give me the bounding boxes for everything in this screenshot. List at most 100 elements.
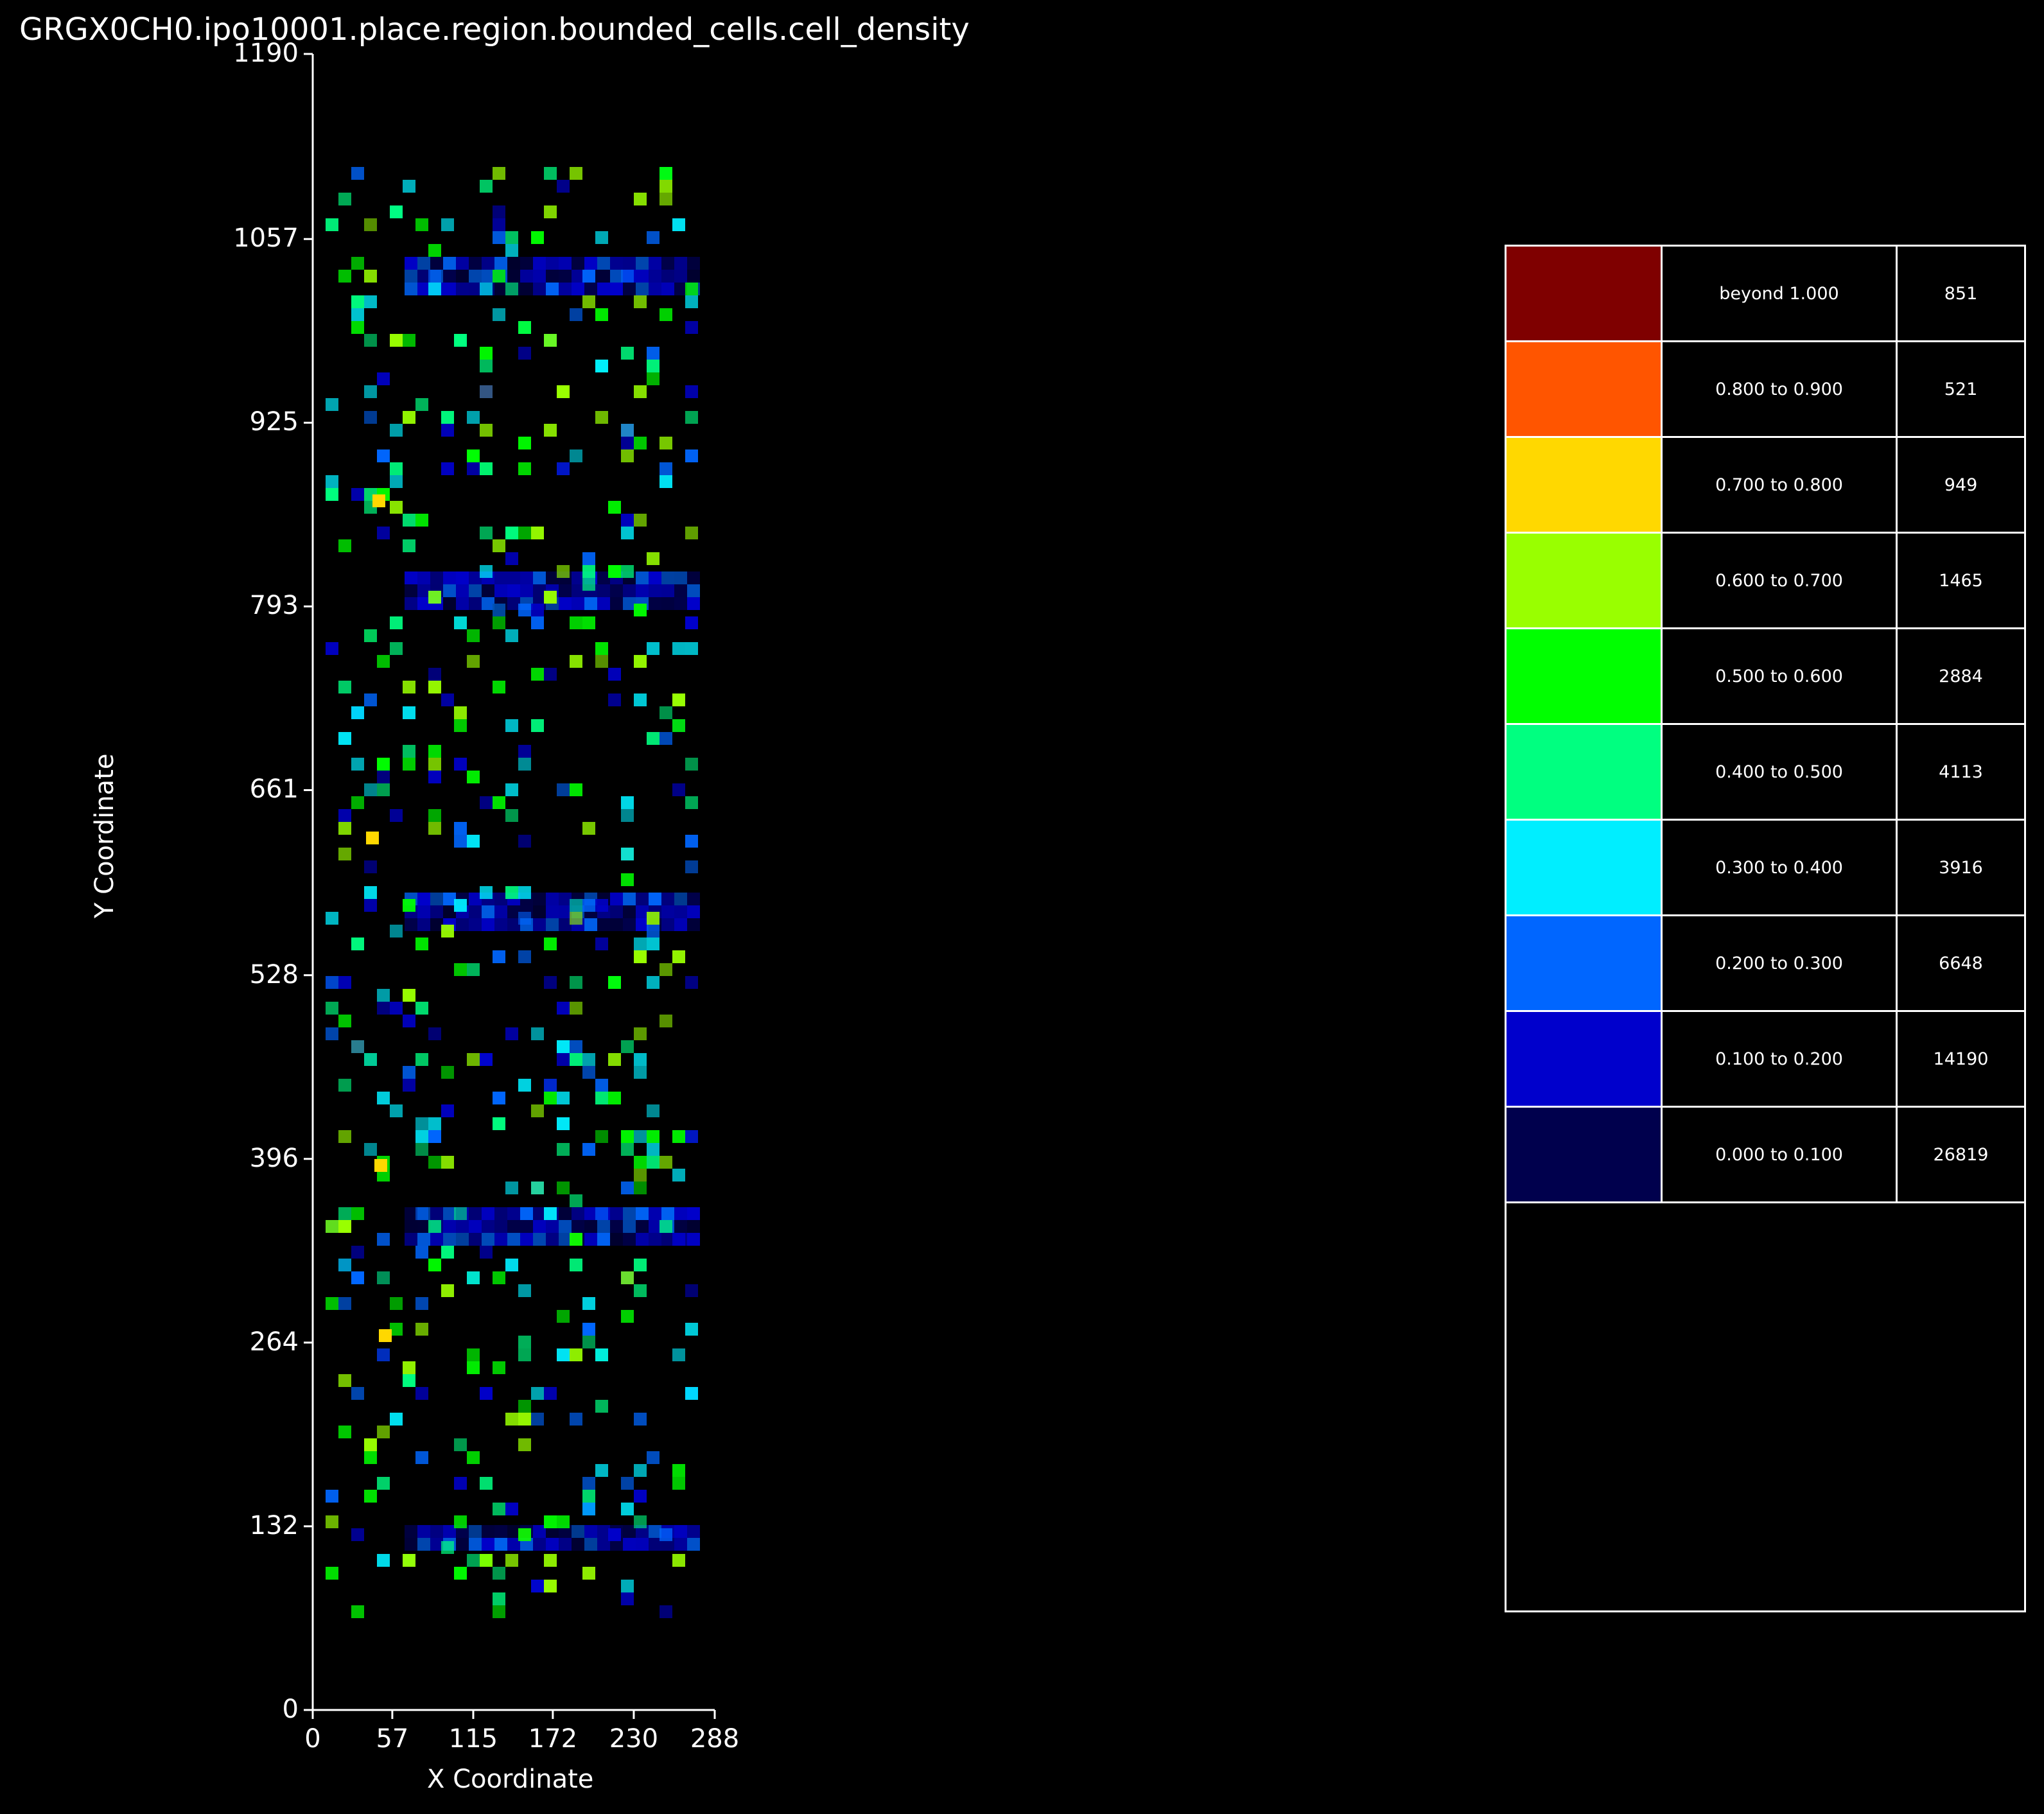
- heatmap-cell: [544, 938, 557, 950]
- heatmap-cell: [582, 1477, 595, 1490]
- heatmap-cell: [518, 321, 531, 334]
- legend-range-label: 0.500 to 0.600: [1663, 629, 1898, 723]
- heatmap-cell: [520, 1220, 533, 1233]
- heatmap-cell: [634, 1464, 647, 1477]
- heatmap-cell: [559, 918, 572, 931]
- heatmap-cell: [403, 706, 415, 719]
- heatmap-cell: [544, 1554, 557, 1567]
- heatmap-cell: [443, 597, 456, 610]
- heatmap-cell: [405, 584, 417, 597]
- heatmap-cell: [405, 597, 417, 610]
- heatmap-cell: [390, 424, 403, 437]
- heatmap-cell: [518, 1400, 531, 1413]
- heatmap-cell: [610, 584, 623, 597]
- y-tick-label: 925: [249, 407, 299, 437]
- heatmap-cell: [672, 693, 685, 706]
- heatmap-cell: [351, 167, 364, 180]
- heatmap-cell: [467, 1053, 480, 1066]
- heatmap-cell: [390, 1297, 403, 1310]
- heatmap-cell: [572, 584, 584, 597]
- legend-range-label: 0.100 to 0.200: [1663, 1012, 1898, 1106]
- heatmap-cell: [482, 1220, 494, 1233]
- legend-swatch: [1507, 1012, 1663, 1106]
- heatmap-cell: [454, 1515, 467, 1528]
- heatmap-cell: [417, 584, 430, 597]
- heatmap-cell: [584, 1207, 597, 1220]
- heatmap-cell: [685, 411, 698, 424]
- heatmap-cell: [636, 1233, 649, 1246]
- heatmap-cell: [428, 1156, 441, 1169]
- heatmap-cell: [351, 1605, 364, 1618]
- heatmap-cell: [636, 270, 649, 283]
- heatmap-cell: [430, 893, 443, 905]
- heatmap-cell: [559, 597, 572, 610]
- heatmap-cell: [582, 1490, 595, 1503]
- heatmap-cell: [505, 1027, 518, 1040]
- heatmap-cell: [326, 976, 338, 989]
- heatmap-cell: [456, 584, 469, 597]
- heatmap-cell: [621, 796, 634, 809]
- heatmap-cell: [403, 1361, 415, 1374]
- heatmap-cell: [621, 1310, 634, 1323]
- heatmap-cell: [441, 1104, 454, 1117]
- heatmap-cell: [636, 918, 649, 931]
- heatmap-cell: [623, 1538, 636, 1551]
- heatmap-cell: [674, 270, 687, 283]
- heatmap-cell: [390, 501, 403, 514]
- heatmap-cell: [520, 283, 533, 295]
- heatmap-cell: [634, 1490, 647, 1503]
- heatmap-cell: [582, 822, 595, 835]
- legend-count-label: 2884: [1939, 666, 1983, 686]
- heatmap-cell: [533, 257, 546, 270]
- heatmap-cell: [685, 295, 698, 308]
- heatmap-cell: [480, 347, 493, 360]
- heatmap-cell: [454, 719, 467, 732]
- heatmap-cell: [480, 283, 493, 295]
- heatmap-cell: [544, 334, 557, 347]
- heatmap-cell: [415, 1143, 428, 1156]
- heatmap-cell: [634, 693, 647, 706]
- heatmap-cell: [557, 1515, 570, 1528]
- heatmap-cell: [364, 1053, 377, 1066]
- legend-swatch: [1507, 342, 1663, 436]
- heatmap-cell: [610, 893, 623, 905]
- heatmap-cell: [687, 571, 700, 584]
- heatmap-cell: [507, 571, 520, 584]
- heatmap-cell: [544, 205, 557, 218]
- heatmap-cell: [582, 1323, 595, 1336]
- heatmap-cell: [595, 411, 608, 424]
- heatmap-cell: [672, 1130, 685, 1143]
- heatmap-cell: [649, 584, 661, 597]
- heatmap-cell: [597, 918, 610, 931]
- heatmap-cell: [674, 1207, 687, 1220]
- legend-row: 0.200 to 0.300 6648: [1507, 916, 2024, 1012]
- heatmap-cell: [482, 597, 494, 610]
- heatmap-cell: [364, 629, 377, 642]
- heatmap-cell: [415, 1053, 428, 1066]
- heatmap-cell: [672, 1169, 685, 1182]
- heatmap-cell: [661, 597, 674, 610]
- heatmap-cell: [584, 283, 597, 295]
- heatmap-cell: [364, 270, 377, 283]
- heatmap-cell: [403, 1079, 415, 1092]
- heatmap-cell: [428, 1117, 441, 1130]
- heatmap-cell: [621, 1503, 634, 1515]
- heatmap-cell: [338, 1207, 351, 1220]
- legend-swatch: [1507, 725, 1663, 819]
- heatmap-cell: [544, 424, 557, 437]
- heatmap-cell: [685, 1284, 698, 1297]
- heatmap-cell: [364, 860, 377, 873]
- heatmap-cell: [687, 1525, 700, 1538]
- heatmap-cell: [623, 597, 636, 610]
- heatmap-cell: [493, 308, 505, 321]
- heatmap-cell: [480, 424, 493, 437]
- heatmap-cell: [443, 1525, 456, 1538]
- heatmap-cell: [557, 1053, 570, 1066]
- heatmap-cell: [623, 257, 636, 270]
- legend-count-label: 949: [1944, 475, 1978, 495]
- heatmap-cell: [582, 1567, 595, 1580]
- heatmap-cell: [364, 411, 377, 424]
- heatmap-cell: [634, 1169, 647, 1182]
- heatmap-cell: [520, 270, 533, 283]
- heatmap-cell: [469, 1525, 482, 1538]
